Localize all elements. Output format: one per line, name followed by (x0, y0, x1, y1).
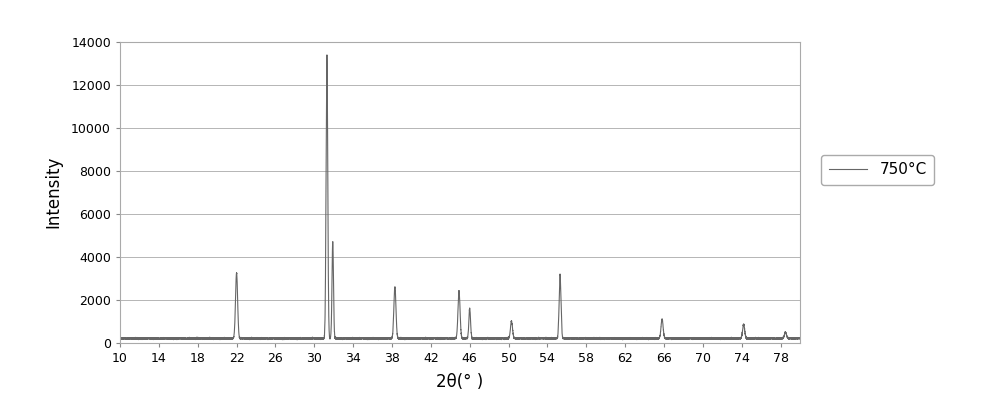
Line: 750°C: 750°C (120, 55, 800, 340)
750°C (370, 336, 382, 341)
750°C (222, 335, 234, 340)
Legend: 750°C: 750°C (821, 155, 934, 185)
750°C (272, 336, 284, 341)
Y-axis label: Intensity: Intensity (45, 156, 63, 229)
X-axis label: 2θ(° ): 2θ(° ) (436, 373, 484, 391)
750°C (269, 336, 281, 341)
750°C (114, 335, 126, 340)
750°C (268, 336, 280, 341)
750°C (617, 337, 629, 342)
750°C (728, 335, 740, 340)
750°C (794, 336, 806, 341)
750°C (321, 52, 333, 57)
